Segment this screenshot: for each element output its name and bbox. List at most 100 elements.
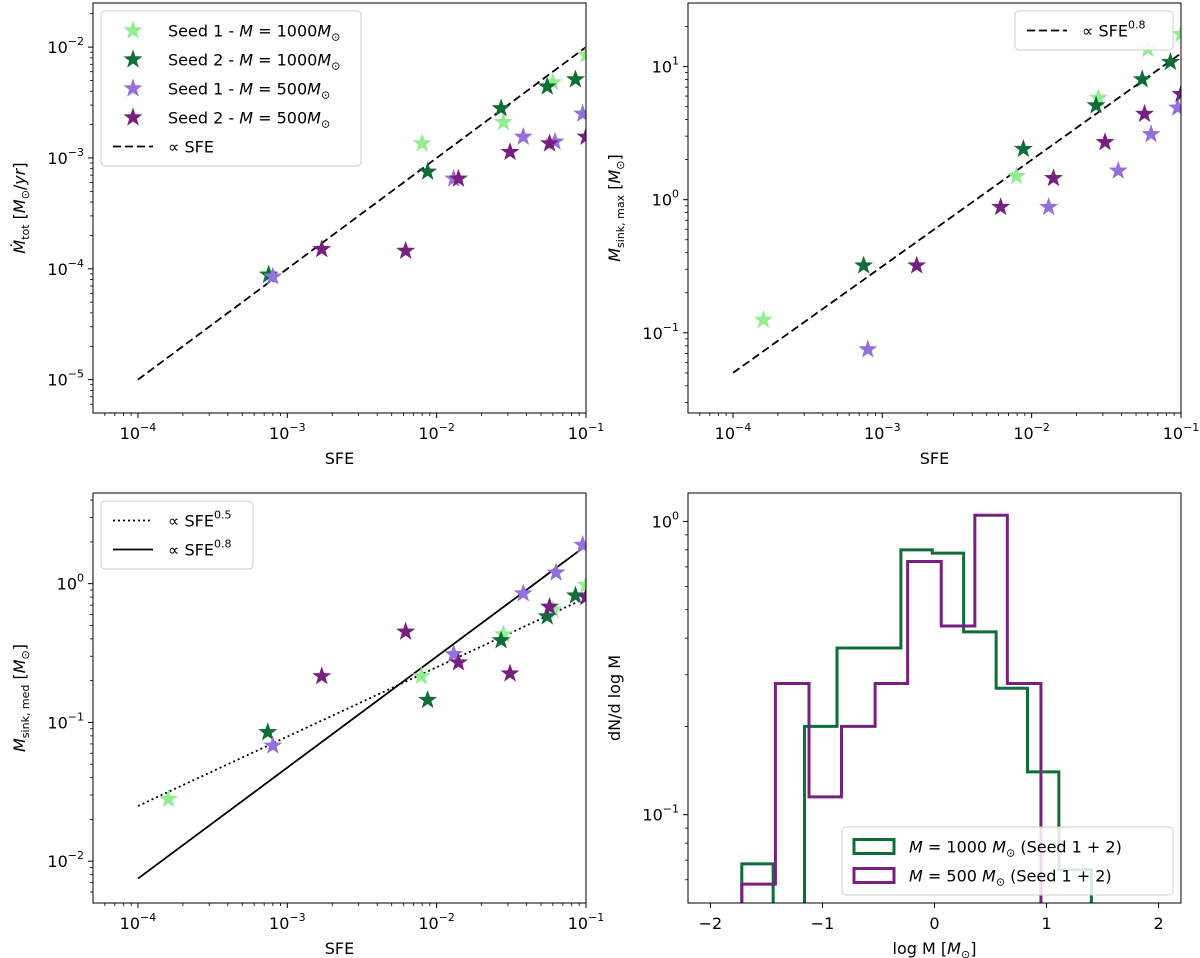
data-point-star [396,240,416,259]
data-point-star [576,587,586,606]
legend: ∝ SFE0.5 ∝ SFE0.8 [100,500,254,570]
data-point-star [491,98,511,117]
data-point-star [1160,52,1180,71]
legend-frame [1014,10,1174,51]
data-point-star [491,630,511,649]
y-tick-label: 10−5 [47,368,84,390]
x-tick-label: 10−2 [1013,421,1050,443]
data-point-star [1132,69,1152,88]
legend: Seed 1 - M = 1000M⊙ Seed 2 - M = 1000M⊙ Se… [100,10,362,167]
plot-area [137,534,586,880]
data-point-star [411,666,431,685]
data-point-star [1086,95,1106,114]
y-axis-label: Ṁtot [M⊙/yr] [10,162,32,253]
x-axis-label: SFE [920,449,949,468]
axes-frame [92,2,587,414]
data-point-star [573,103,586,122]
data-point-star [576,574,586,593]
axes-frame [687,2,1182,414]
plot-area [137,44,586,381]
y-tick-label: 10−1 [642,321,679,343]
y-axis-label: dN/d log M [605,655,624,741]
x-tick-label: 10−3 [864,421,901,443]
y-tick-label: 10−2 [47,849,84,871]
data-point-star [907,255,927,274]
data-point-star [573,534,586,554]
y-tick-label: 10−2 [47,35,84,57]
data-point-star [854,255,874,274]
legend-label: ∝ SFE [168,138,214,157]
data-point-star [312,239,332,258]
data-point-star [258,722,278,741]
data-point-star [493,624,513,643]
data-point-star [540,133,560,152]
data-point-star [753,309,773,329]
plot-area [740,513,1093,903]
data-point-star [312,666,332,685]
reference-line [137,46,586,381]
data-point-star [1039,197,1059,216]
data-point-star [444,644,464,663]
data-point-star [418,690,438,709]
data-point-star [448,168,468,187]
data-point-star [1171,24,1181,43]
y-tick-label: 100 [652,188,679,210]
legend-marker-star [123,49,143,68]
data-point-star [1171,84,1181,103]
x-axis-label: SFE [325,449,354,468]
legend-frame [841,826,1174,896]
data-point-star [493,112,513,131]
data-point-star [412,133,432,152]
panel-top-right: 10−4 10−3 10−2 10−1 10−1 100 101 SFE Msink, max … [605,2,1199,468]
data-point-star [418,161,438,180]
data-point-star [546,562,566,581]
legend-label: ∝ SFE0.5 [168,509,231,531]
y-tick-label: 100 [57,572,84,594]
legend-marker-star [123,20,143,39]
x-tick-label: −2 [699,914,723,933]
data-point-star [448,652,468,671]
data-point-star [396,621,416,640]
data-point-star [500,142,520,161]
legend-label: M = 500 M⊙ (Seed 1 + 2) [909,867,1112,889]
axes-frame [92,492,587,904]
data-point-star [1168,97,1181,116]
reference-line [137,597,586,807]
legend-label: Seed 1 - M = 500M⊙ [168,80,330,102]
y-tick-label: 10−4 [47,257,84,279]
data-point-star [576,44,586,64]
data-point-star [1043,168,1063,187]
x-tick-label: 10−2 [418,911,455,933]
y-tick-label: 10−3 [47,146,84,168]
legend-frame [100,500,254,570]
legend-label: Seed 2 - M = 500M⊙ [168,109,330,131]
legend-frame [100,10,362,167]
data-point-star [991,197,1011,216]
x-tick-label: 10−1 [568,911,605,933]
data-point-star [513,126,533,145]
data-point-star [513,583,533,602]
data-point-star [543,72,563,91]
legend-patch [852,867,896,884]
y-tick-label: 10−1 [47,710,84,732]
panel-bottom-left: 10−4 10−3 10−2 10−1 10−2 10−1 100 SFE Msink, med… [10,492,605,958]
data-point-star [1141,124,1161,143]
x-tick-label: 1 [1041,914,1051,933]
data-point-star [1006,166,1026,185]
reference-line [137,544,586,880]
data-point-star [537,76,557,95]
data-point-star [565,69,585,88]
legend-label: M = 1000 M⊙ (Seed 1 + 2) [909,838,1122,860]
x-axis-label: SFE [325,939,354,958]
data-point-star [1013,139,1033,158]
y-tick-label: 100 [652,509,679,531]
x-tick-label: 10−1 [568,421,605,443]
legend-marker-star [123,107,143,126]
data-point-star [565,585,585,604]
x-tick-label: 10−4 [120,911,157,933]
x-axis-label: log M [M⊙] [893,939,977,958]
data-point-star [1135,104,1155,123]
reference-line [732,52,1181,374]
legend: ∝ SFE0.8 [1014,10,1174,51]
